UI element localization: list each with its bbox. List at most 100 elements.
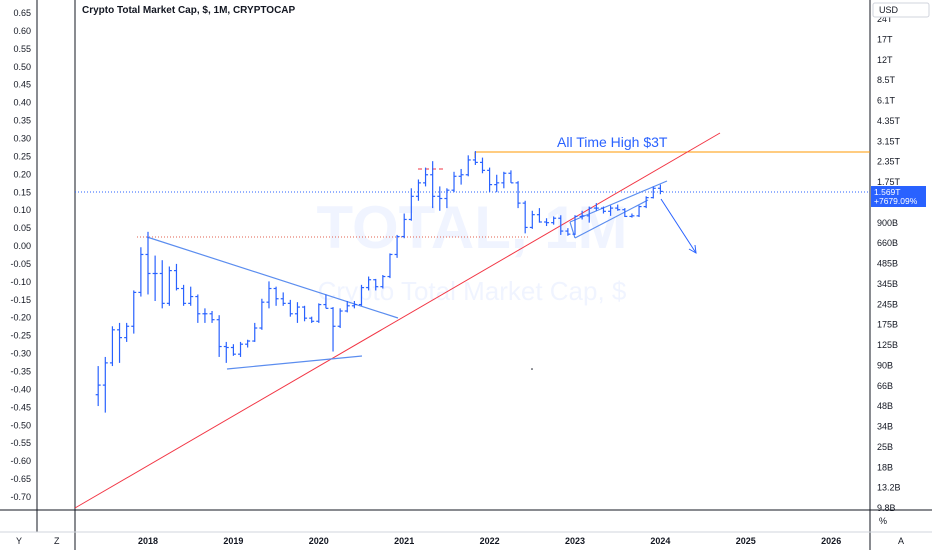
ohlc-bar — [373, 278, 379, 291]
time-axis-tick: 2023 — [565, 536, 585, 546]
currency-button-frame[interactable] — [872, 2, 930, 18]
ohlc-bar — [408, 188, 414, 221]
channel-upper-line[interactable] — [569, 180, 668, 223]
left-axis-tick: -0.25 — [10, 331, 31, 341]
right-axis-tick: 9.8B — [877, 503, 896, 513]
left-axis-tick: -0.65 — [10, 474, 31, 484]
time-axis: 2018 2019 2020 2021 2022 2023 2024 2025 2026 — [138, 536, 841, 546]
ohlc-bar — [124, 322, 130, 342]
watermark-symbol: TOTAL, 1M — [316, 194, 627, 261]
time-axis-tick: 2019 — [223, 536, 243, 546]
ohlc-bar — [501, 171, 507, 189]
right-axis-tick: 485B — [877, 259, 898, 269]
right-axis-tick: 2.35T — [877, 157, 901, 167]
left-axis-tick: 0.50 — [13, 62, 31, 72]
left-axis-tick: -0.45 — [10, 402, 31, 412]
right-axis-tick: 66B — [877, 381, 893, 391]
ohlc-bar — [430, 161, 436, 209]
ohlc-bar — [359, 284, 364, 306]
currency-button[interactable]: USD — [872, 2, 930, 18]
ohlc-bar — [138, 247, 144, 297]
left-axis-tick: 0.60 — [13, 26, 31, 36]
ohlc-bar — [159, 260, 165, 309]
right-axis-tick: 18B — [877, 462, 893, 472]
left-axis-tick: 0.10 — [13, 205, 31, 215]
ohlc-bar — [551, 216, 557, 225]
ohlc-bar — [494, 174, 500, 193]
ohlc-bar — [273, 286, 279, 306]
lower-triangle-line[interactable] — [226, 355, 363, 370]
right-axis-tick: 34B — [877, 422, 893, 432]
y-button[interactable]: Y — [16, 536, 22, 546]
ohlc-bar — [109, 326, 115, 367]
price-badge-bg — [871, 186, 926, 207]
ohlc-bar — [230, 344, 236, 356]
right-axis-tick: 17T — [877, 34, 893, 44]
ohlc-bar — [131, 290, 137, 334]
ohlc-bar — [629, 213, 635, 218]
ohlc-bar — [522, 200, 528, 234]
channel-lower-line[interactable] — [574, 199, 649, 239]
left-axis-tick: -0.05 — [10, 259, 31, 269]
ohlc-bar — [650, 186, 656, 199]
ohlc-bar — [252, 322, 258, 342]
right-axis-tick: 8.5T — [877, 75, 896, 85]
ohlc-bar — [280, 292, 286, 306]
left-axis-tick: -0.60 — [10, 456, 31, 466]
ohlc-bar — [266, 281, 272, 309]
ohlc-bar — [444, 188, 450, 209]
ohlc-bar — [223, 341, 229, 363]
ohlc-bar — [173, 263, 179, 291]
ohlc-bar — [287, 299, 293, 317]
ohlc-bar — [344, 301, 350, 313]
left-axis-tick: -0.35 — [10, 367, 31, 377]
right-axis-tick: 1.75T — [877, 177, 901, 187]
left-axis-tick: 0.00 — [13, 241, 31, 251]
right-axis-tick: 12T — [877, 55, 893, 65]
left-axis-tick: 0.05 — [13, 223, 31, 233]
ohlc-bar — [565, 228, 571, 236]
currency-button-label[interactable]: USD — [879, 5, 899, 15]
left-axis-tick: 0.40 — [13, 98, 31, 108]
time-axis-tick: 2018 — [138, 536, 158, 546]
time-axis-tick: 2020 — [309, 536, 329, 546]
ohlc-bar — [387, 253, 393, 279]
ohlc-series — [95, 151, 663, 413]
ohlc-bar — [423, 167, 429, 187]
left-axis-tick: 0.65 — [13, 8, 31, 18]
ohlc-bar — [508, 170, 514, 184]
right-axis-tick: 245B — [877, 299, 898, 309]
ohlc-bar — [643, 196, 649, 209]
ohlc-bar — [451, 171, 457, 193]
ohlc-bar — [394, 234, 400, 258]
ohlc-bar — [437, 186, 443, 211]
support-trendline[interactable] — [74, 132, 721, 509]
right-axis-tick: 90B — [877, 360, 893, 370]
percent-button[interactable]: % — [879, 516, 887, 526]
channel-left-edge — [569, 221, 576, 239]
projection-arrow[interactable] — [660, 198, 697, 254]
ohlc-bar — [558, 215, 564, 235]
ohlc-bar — [323, 294, 329, 309]
a-button[interactable]: A — [898, 536, 904, 546]
ohlc-bar — [195, 294, 201, 323]
ohlc-bar — [593, 203, 599, 211]
ohlc-bar — [202, 308, 208, 323]
left-axis: 0.65 0.60 0.55 0.50 0.45 0.40 0.35 0.30 0.25 0.20… — [10, 8, 31, 502]
z-button[interactable]: Z — [54, 536, 60, 546]
ath-annotation[interactable]: All Time High $3T — [557, 134, 668, 150]
right-axis-tick: 13.2B — [877, 483, 901, 493]
ohlc-bar — [166, 266, 172, 306]
stray-dot — [531, 368, 533, 370]
ohlc-bar — [95, 366, 101, 407]
price-badge: 1.569T +7679.09% — [871, 186, 926, 207]
ohlc-bar — [415, 179, 421, 201]
ohlc-bar — [586, 206, 592, 223]
time-axis-tick: 2021 — [394, 536, 414, 546]
ohlc-bar — [181, 284, 187, 306]
right-axis-tick: 48B — [877, 401, 893, 411]
projection-arrow-head — [688, 244, 697, 254]
ohlc-bar — [479, 157, 485, 174]
ohlc-bar — [309, 316, 315, 323]
